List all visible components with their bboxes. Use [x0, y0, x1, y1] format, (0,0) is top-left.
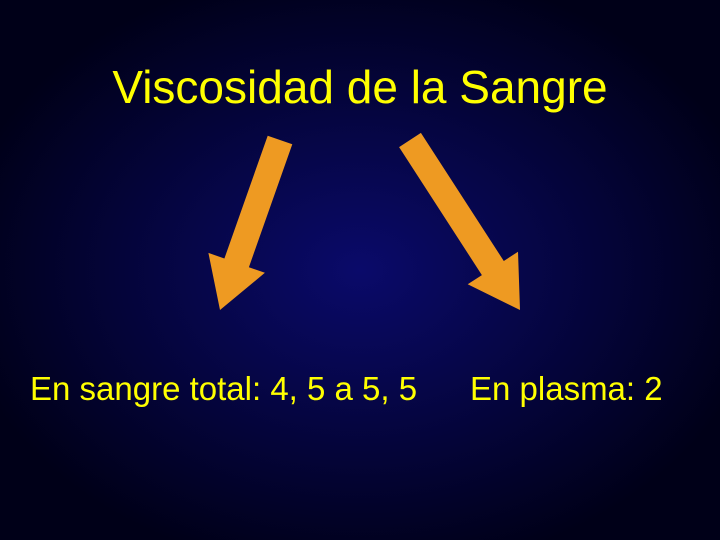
arrow-left-icon: [190, 130, 310, 330]
arrow-right-icon: [390, 130, 550, 330]
label-plasma: En plasma: 2: [470, 370, 663, 408]
label-whole-blood: En sangre total: 4, 5 a 5, 5: [30, 370, 417, 408]
slide-title: Viscosidad de la Sangre: [0, 60, 720, 114]
slide: Viscosidad de la Sangre En sangre total:…: [0, 0, 720, 540]
